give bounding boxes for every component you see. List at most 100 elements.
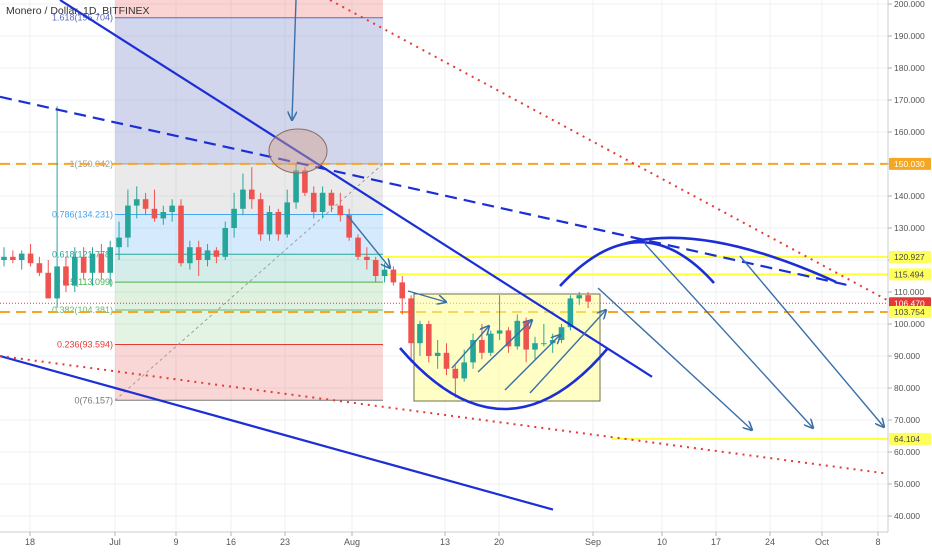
price-tick-label: 70.000 bbox=[894, 415, 920, 425]
candle-body bbox=[257, 199, 264, 235]
candle-body bbox=[408, 298, 414, 344]
price-tag bbox=[889, 268, 931, 281]
price-tick-label: 180.000 bbox=[894, 63, 925, 73]
time-tick-label: Oct bbox=[815, 537, 830, 547]
candle-body bbox=[266, 212, 273, 235]
time-tick-label: 10 bbox=[657, 537, 667, 547]
symbol-title: Monero / Dollar, 1D, BITFINEX bbox=[6, 5, 150, 17]
projection-arrow bbox=[292, 0, 296, 120]
time-tick-label: 17 bbox=[711, 537, 721, 547]
candle-body bbox=[249, 189, 255, 200]
candle-body bbox=[532, 343, 538, 350]
candle-body bbox=[10, 256, 16, 260]
candle-body bbox=[346, 215, 352, 238]
candle-body bbox=[461, 362, 467, 379]
fib-level-label: 0.382(104.381) bbox=[52, 305, 113, 315]
price-tag-label: 120.927 bbox=[894, 252, 925, 262]
candle-body bbox=[284, 202, 290, 235]
candle-body bbox=[45, 272, 52, 299]
fib-level-label: 1(150.042) bbox=[69, 159, 113, 169]
resistance-dotted-line bbox=[329, 0, 891, 303]
price-tick-label: 90.000 bbox=[894, 351, 920, 361]
price-tag bbox=[889, 432, 931, 445]
time-tick-label: 8 bbox=[875, 537, 880, 547]
price-tick-label: 130.000 bbox=[894, 223, 925, 233]
candle-body bbox=[541, 343, 547, 345]
highlight-ellipse bbox=[268, 128, 328, 174]
fib-zone bbox=[115, 254, 383, 283]
projection-arrow bbox=[451, 326, 489, 369]
arc-curve bbox=[559, 241, 715, 287]
fib-zone bbox=[115, 214, 383, 255]
candle-body bbox=[1, 256, 7, 260]
price-tick-label: 190.000 bbox=[894, 31, 925, 41]
price-tick-label: 160.000 bbox=[894, 127, 925, 137]
candle-body bbox=[204, 250, 211, 260]
price-tick-label: 200.000 bbox=[894, 0, 925, 9]
candle-body bbox=[337, 205, 344, 216]
price-tick-label: 100.000 bbox=[894, 319, 925, 329]
price-tick-label: 80.000 bbox=[894, 383, 920, 393]
candle-body bbox=[302, 170, 308, 193]
candle-body bbox=[567, 298, 574, 328]
candle-body bbox=[390, 269, 397, 283]
price-tick-label: 50.000 bbox=[894, 479, 920, 489]
price-tick-label: 140.000 bbox=[894, 191, 925, 201]
fib-zone bbox=[115, 309, 383, 345]
candle-body bbox=[36, 263, 43, 273]
projection-arrow bbox=[529, 310, 606, 394]
price-tag-label: 115.494 bbox=[894, 269, 924, 279]
candle-body bbox=[18, 253, 25, 260]
fib-level-label: 0.236(93.594) bbox=[57, 339, 113, 349]
cup-curve bbox=[399, 347, 609, 411]
price-tag bbox=[889, 305, 931, 318]
price-tick-label: 60.000 bbox=[894, 447, 920, 457]
price-tick-label: 40.000 bbox=[894, 511, 920, 521]
candle-body bbox=[417, 324, 423, 344]
candle-body bbox=[496, 330, 503, 334]
time-tick-label: 24 bbox=[765, 537, 775, 547]
candle-body bbox=[434, 352, 441, 356]
candle-body bbox=[381, 269, 388, 276]
time-tick-label: 9 bbox=[173, 537, 178, 547]
fib-zone bbox=[115, 17, 383, 164]
time-tick-label: 16 bbox=[226, 537, 236, 547]
dashed-trend-line bbox=[0, 95, 851, 287]
time-tick-label: Aug bbox=[344, 537, 360, 547]
candle-body bbox=[80, 256, 87, 273]
candle-body bbox=[222, 228, 229, 257]
candle-body bbox=[151, 208, 158, 219]
candle-body bbox=[63, 266, 69, 286]
support-dotted-line bbox=[0, 355, 894, 476]
candle-body bbox=[399, 282, 406, 299]
candle-body bbox=[275, 212, 282, 235]
projection-arrow bbox=[644, 243, 813, 428]
projection-arrow bbox=[739, 255, 884, 427]
candle-body bbox=[328, 192, 335, 206]
candle-body bbox=[98, 253, 105, 273]
fib-level-label: 1.618(195.704) bbox=[52, 13, 113, 23]
price-tag-label: 64.104 bbox=[894, 434, 920, 444]
candle-body bbox=[452, 368, 459, 379]
fib-level-label: 0.618(121.778) bbox=[52, 249, 113, 259]
candle-body bbox=[310, 192, 317, 212]
time-tick-label: 18 bbox=[25, 537, 35, 547]
candle-body bbox=[27, 253, 34, 264]
candle-body bbox=[293, 170, 299, 203]
arc-curve bbox=[619, 236, 837, 284]
candle-body bbox=[125, 205, 131, 238]
lower-trend-line bbox=[0, 354, 554, 511]
candle-body bbox=[505, 330, 512, 347]
candle-body bbox=[364, 256, 370, 260]
candle-body bbox=[443, 352, 450, 369]
candle-body bbox=[487, 333, 494, 353]
candle-body bbox=[187, 247, 193, 264]
projection-arrow bbox=[407, 290, 446, 302]
candle-body bbox=[89, 253, 96, 273]
candle-body bbox=[585, 295, 591, 302]
projection-arrow bbox=[504, 335, 560, 391]
projection-arrow bbox=[597, 287, 752, 430]
